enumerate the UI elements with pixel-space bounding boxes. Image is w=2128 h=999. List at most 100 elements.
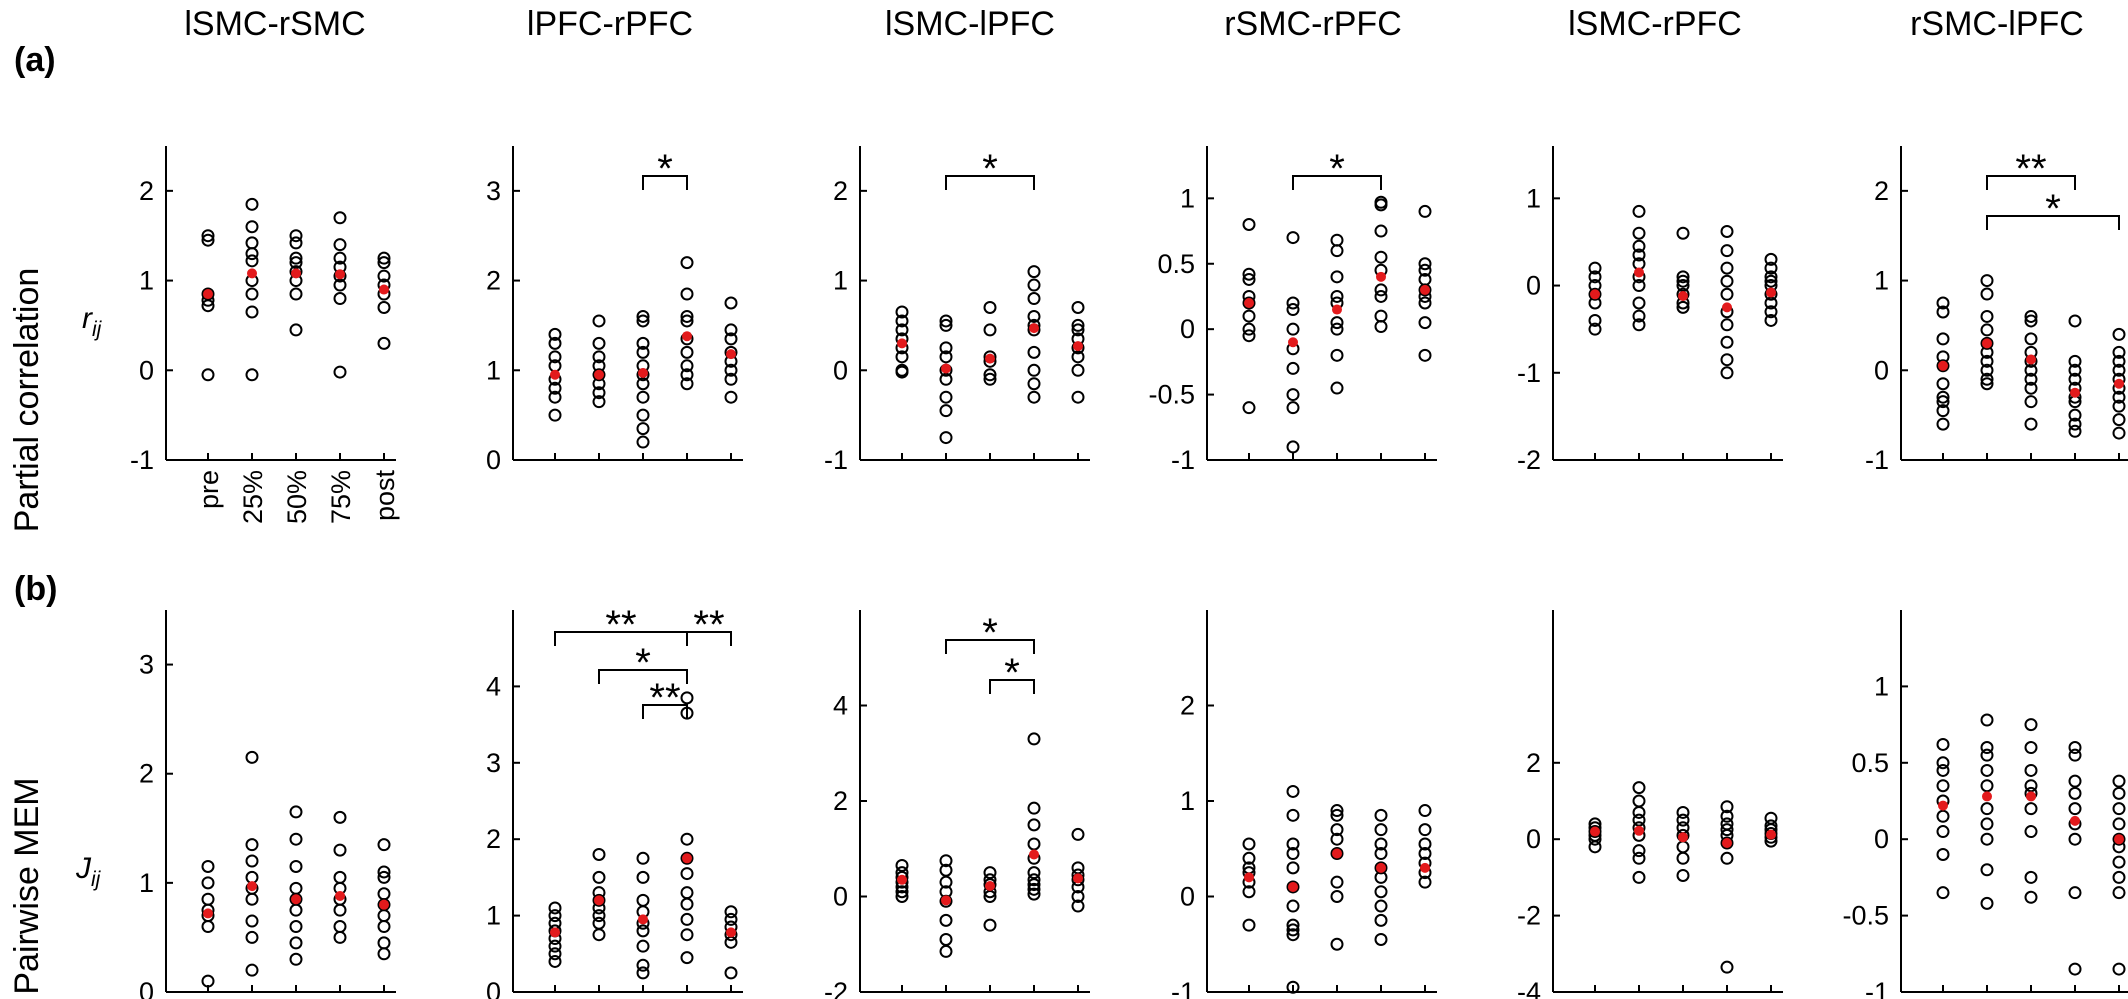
data-point bbox=[1676, 226, 1690, 240]
data-point bbox=[2068, 354, 2082, 368]
data-point bbox=[1286, 980, 1300, 994]
data-point bbox=[1330, 233, 1344, 247]
mean-point bbox=[682, 853, 692, 864]
data-point bbox=[636, 939, 650, 953]
significance-bracket bbox=[686, 631, 732, 646]
data-point bbox=[1980, 896, 1994, 910]
y-tick-label: 2 bbox=[1180, 691, 1195, 721]
data-point bbox=[2112, 774, 2126, 788]
significance-label: ** bbox=[605, 603, 636, 647]
data-point bbox=[289, 323, 303, 337]
data-point bbox=[1676, 805, 1690, 819]
row-b-ylabel: Pairwise MEM bbox=[8, 777, 46, 994]
data-point bbox=[1071, 827, 1085, 841]
data-point bbox=[1418, 204, 1432, 218]
data-point bbox=[2068, 408, 2082, 422]
data-point bbox=[2068, 786, 2082, 800]
y-tick-label: 1 bbox=[833, 266, 848, 296]
data-point bbox=[1720, 353, 1734, 367]
row-a-var: rij bbox=[82, 302, 103, 341]
data-point bbox=[1632, 318, 1646, 332]
mean-point bbox=[594, 369, 604, 380]
data-point bbox=[289, 881, 303, 895]
y-tick-label: -2 bbox=[1517, 901, 1541, 931]
data-point bbox=[1242, 309, 1256, 323]
mean-point bbox=[1982, 791, 1992, 802]
data-point bbox=[724, 332, 738, 346]
data-point bbox=[724, 390, 738, 404]
data-point bbox=[333, 238, 347, 252]
data-point bbox=[1027, 882, 1041, 896]
data-point bbox=[1374, 932, 1388, 946]
data-point bbox=[1330, 348, 1344, 362]
data-point bbox=[1936, 417, 1950, 431]
y-tick-label: 0 bbox=[1526, 824, 1541, 854]
data-point bbox=[2112, 962, 2126, 976]
row-a-ylabel: Partial correlation bbox=[8, 268, 46, 533]
data-point bbox=[1330, 316, 1344, 330]
data-point bbox=[1720, 366, 1734, 380]
data-point bbox=[939, 404, 953, 418]
mean-point bbox=[1029, 849, 1039, 860]
data-point bbox=[1286, 928, 1300, 942]
mean-point bbox=[335, 890, 345, 901]
data-point bbox=[1632, 309, 1646, 323]
y-tick-label: 3 bbox=[139, 650, 154, 680]
data-point bbox=[680, 691, 694, 705]
data-point bbox=[680, 912, 694, 926]
data-point bbox=[1632, 204, 1646, 218]
mean-point bbox=[897, 338, 907, 349]
data-point bbox=[1936, 377, 1950, 391]
panel-label-a: (a) bbox=[14, 41, 56, 79]
data-point bbox=[1027, 878, 1041, 892]
data-point bbox=[1632, 226, 1646, 240]
data-point bbox=[1676, 270, 1690, 284]
data-point bbox=[201, 229, 215, 243]
y-tick-label: 2 bbox=[833, 786, 848, 816]
data-point bbox=[1374, 198, 1388, 212]
data-point bbox=[1632, 870, 1646, 884]
data-point bbox=[1980, 832, 1994, 846]
panel-a-lPFC-rPFC: 0 1 2 3 * bbox=[486, 146, 743, 475]
data-point bbox=[2068, 774, 2082, 788]
data-point bbox=[377, 947, 391, 961]
y-tick-label: -2 bbox=[1517, 445, 1541, 475]
data-point bbox=[1330, 381, 1344, 395]
data-point bbox=[1720, 809, 1734, 823]
significance-label: * bbox=[1329, 147, 1345, 191]
mean-point bbox=[682, 331, 692, 342]
data-point bbox=[592, 336, 606, 350]
y-tick-label: 0 bbox=[1180, 882, 1195, 912]
data-point bbox=[2024, 779, 2038, 793]
data-point bbox=[1720, 274, 1734, 288]
data-point bbox=[1027, 837, 1041, 851]
mean-point bbox=[1766, 287, 1776, 298]
data-point bbox=[289, 236, 303, 250]
data-point bbox=[1374, 224, 1388, 238]
y-tick-label: 4 bbox=[486, 671, 501, 701]
data-point bbox=[592, 893, 606, 907]
data-point bbox=[1418, 348, 1432, 362]
mean-point bbox=[985, 880, 995, 891]
data-point bbox=[1374, 861, 1388, 875]
data-point bbox=[2024, 381, 2038, 395]
data-point bbox=[548, 390, 562, 404]
significance-bracket bbox=[1292, 175, 1382, 190]
data-point bbox=[2112, 870, 2126, 884]
data-point bbox=[1980, 863, 1994, 877]
data-point bbox=[680, 359, 694, 373]
data-point bbox=[289, 903, 303, 917]
significance-bracket bbox=[945, 639, 1035, 654]
data-point bbox=[1330, 832, 1344, 846]
data-point bbox=[724, 323, 738, 337]
data-point bbox=[724, 372, 738, 386]
data-point bbox=[1980, 763, 1994, 777]
data-point bbox=[2112, 413, 2126, 427]
data-point bbox=[245, 930, 259, 944]
data-point bbox=[592, 909, 606, 923]
mean-point bbox=[1722, 838, 1732, 849]
data-point bbox=[2024, 314, 2038, 328]
data-point bbox=[1980, 741, 1994, 755]
mean-point bbox=[335, 269, 345, 280]
